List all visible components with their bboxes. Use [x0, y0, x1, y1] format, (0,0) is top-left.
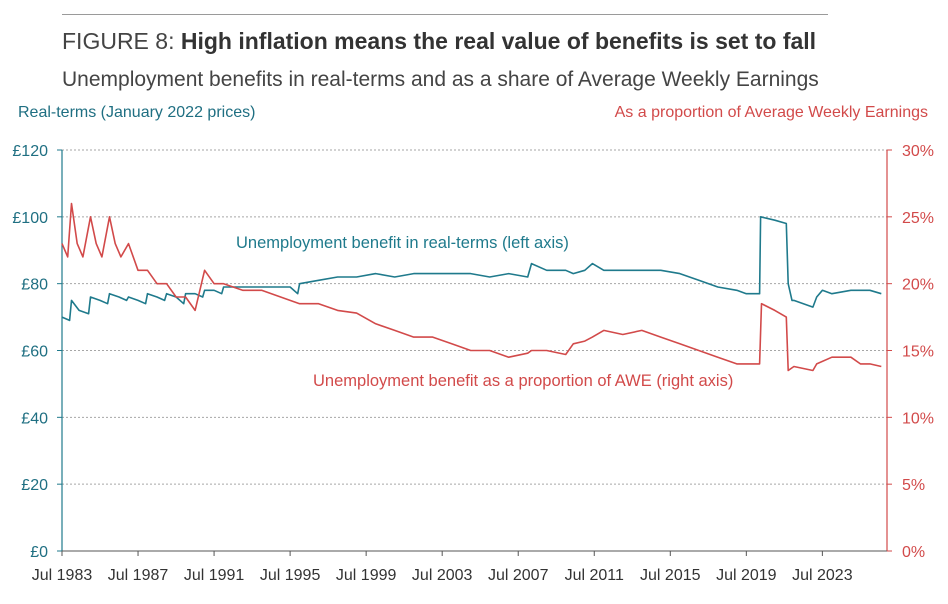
x-tick-label: Jul 2023	[792, 567, 853, 584]
right-tick-label: 20%	[902, 277, 934, 294]
right-tick-label: 10%	[902, 410, 934, 427]
right-axis-title: As a proportion of Average Weekly Earnin…	[614, 104, 928, 121]
left-tick-label: £0	[30, 544, 48, 561]
x-tick-label: Jul 2007	[488, 567, 549, 584]
figure-subtitle: Unemployment benefits in real-terms and …	[62, 68, 819, 91]
x-tick-label: Jul 1991	[184, 567, 245, 584]
right-tick-label: 5%	[902, 477, 925, 494]
top-rule	[62, 14, 828, 15]
right-tick-label: 15%	[902, 344, 934, 361]
left-tick-label: £40	[21, 410, 48, 427]
x-tick-label: Jul 2011	[565, 567, 624, 584]
x-tick-label: Jul 2003	[412, 567, 473, 584]
annotation-real-terms: Unemployment benefit in real-terms (left…	[236, 234, 569, 252]
x-tick-label: Jul 1983	[32, 567, 93, 584]
figure-title: FIGURE 8: High inflation means the real …	[62, 28, 816, 55]
series-line-proportion-awe	[61, 202, 882, 372]
gridlines	[62, 149, 887, 485]
left-axis-title: Real-terms (January 2022 prices)	[18, 104, 256, 121]
left-tick-label: £60	[21, 344, 48, 361]
tick-labels: £0 £20 £40 £60 £80 £100 £120 0% 5% 10% 15% 20% 25% 30…	[12, 143, 934, 584]
series-line-real-terms	[61, 216, 882, 322]
right-tick-label: 25%	[902, 210, 934, 227]
left-tick-label: £80	[21, 277, 48, 294]
series-lines	[61, 202, 882, 372]
left-tick-label: £100	[12, 210, 48, 227]
x-tick-label: Jul 1999	[336, 567, 397, 584]
left-tick-label: £20	[21, 477, 48, 494]
right-tick-label: 30%	[902, 143, 934, 160]
figure-prefix: FIGURE 8:	[62, 28, 175, 54]
left-tick-label: £120	[12, 143, 48, 160]
x-tick-label: Jul 2019	[716, 567, 777, 584]
x-tick-label: Jul 1995	[260, 567, 321, 584]
x-tick-label: Jul 1987	[108, 567, 169, 584]
annotation-proportion-awe: Unemployment benefit as a proportion of …	[313, 372, 733, 390]
figure-title-text: High inflation means the real value of b…	[180, 28, 817, 54]
right-tick-label: 0%	[902, 544, 925, 561]
x-tick-label: Jul 2015	[640, 567, 701, 584]
